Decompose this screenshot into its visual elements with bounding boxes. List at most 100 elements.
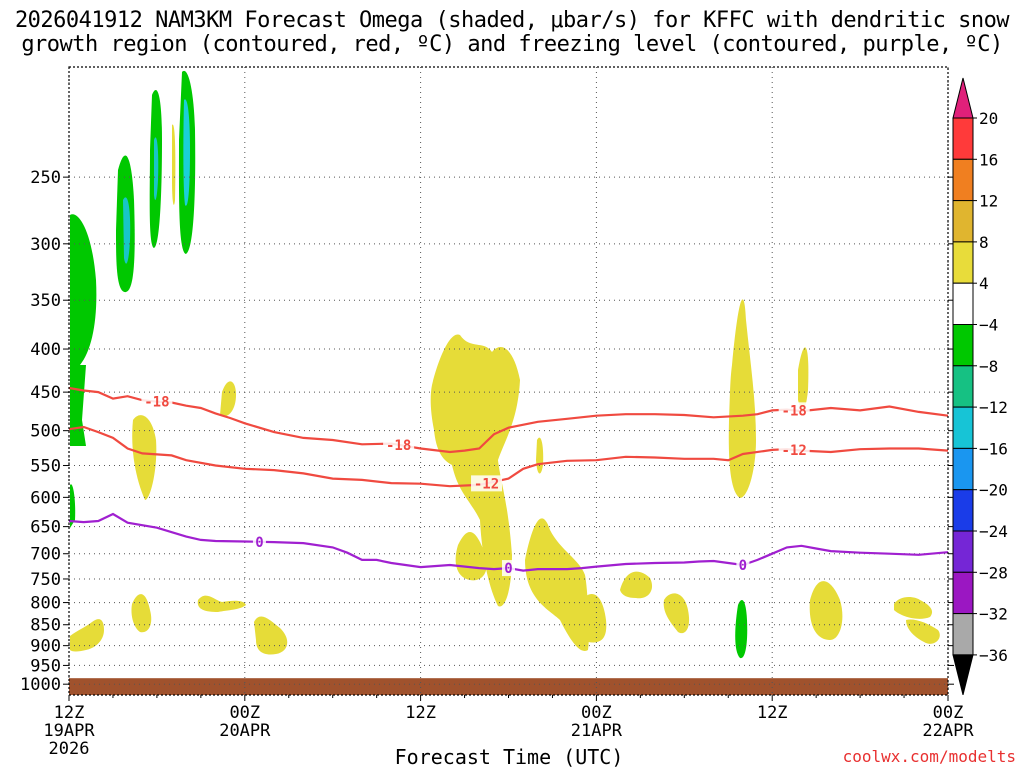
- y-tick-label-350: 350: [30, 291, 61, 311]
- colorbar-label-6: −8: [979, 357, 998, 376]
- descent-region-14: [906, 619, 940, 644]
- colorbar-swatch-0: [952, 117, 974, 160]
- credit-text: coolwx.com/modelts: [843, 747, 1016, 766]
- y-tick-label-400: 400: [30, 340, 61, 360]
- colorbar-swatch-11: [952, 571, 974, 615]
- x-tick-label-5-1: 00Z: [933, 703, 964, 723]
- ascent-region-a: [70, 214, 97, 385]
- y-tick-label-900: 900: [30, 637, 61, 657]
- ground-below-surface: [69, 678, 948, 695]
- colorbar-swatch-7: [952, 406, 974, 449]
- colorbar-swatch-5: [952, 324, 974, 367]
- ascent-region-f: [70, 484, 76, 528]
- y-tick-label-1000: 1000: [20, 675, 61, 695]
- colorbar-label-11: −28: [979, 563, 1008, 582]
- y-tick-label-550: 550: [30, 457, 61, 477]
- chart-title-line-1: 2026041912 NAM3KM Forecast Omega (shaded…: [14, 8, 1010, 33]
- colorbar-label-5: −4: [979, 316, 998, 335]
- contour-label-bg-2-1: [502, 560, 515, 577]
- contour-label-0-2: -18: [782, 403, 807, 419]
- y-tick-label-650: 650: [30, 518, 61, 538]
- ascent-core-c: [123, 197, 131, 264]
- descent-region-8: [620, 571, 653, 599]
- contour-label-2-1: 0: [504, 561, 512, 577]
- colorbar-label-12: −32: [979, 605, 1008, 624]
- descent-region-15: [197, 595, 246, 612]
- descent-region-13: [894, 597, 933, 619]
- contour-label-bg-1-0: [471, 475, 503, 492]
- y-tick-label-700: 700: [30, 545, 61, 565]
- descent-region-9: [663, 593, 690, 634]
- x-tick-label-3-2: 21APR: [571, 721, 623, 741]
- colorbar-swatch-4: [952, 282, 974, 326]
- colorbar-bottom-arrow: [952, 654, 974, 696]
- y-tick-label-450: 450: [30, 383, 61, 403]
- contour-label-0-0: -18: [144, 395, 169, 411]
- contour-label-bg-2-2: [736, 557, 750, 574]
- descent-region-6: [536, 437, 544, 474]
- y-tick-label-950: 950: [30, 656, 61, 676]
- chart-title-line-2: growth region (contoured, red, ºC) and f…: [21, 32, 1003, 57]
- colorbar-label-1: 16: [979, 150, 998, 169]
- x-axis-label: Forecast Time (UTC): [395, 745, 624, 768]
- descent-region-16: [254, 616, 288, 655]
- contour-label-2-0: 0: [255, 535, 263, 551]
- colorbar-label-9: −20: [979, 481, 1008, 500]
- y-tick-label-300: 300: [30, 235, 61, 255]
- contour-label-bg-0-1: [383, 436, 415, 453]
- colorbar-swatch-10: [952, 530, 974, 573]
- contour-label-bg-0-2: [778, 402, 810, 419]
- colorbar-swatch-12: [952, 613, 974, 656]
- colorbar-label-3: 8: [979, 233, 989, 252]
- x-tick-label-1-1: 00Z: [229, 703, 260, 723]
- x-tick-label-3-1: 00Z: [581, 703, 612, 723]
- contour-1: [68, 425, 949, 488]
- x-tick-label-5-2: 22APR: [922, 721, 974, 741]
- descent-region-17: [131, 594, 152, 633]
- descent-region-12: [809, 581, 843, 640]
- ascent-core-e: [183, 99, 190, 206]
- contour-label-bg-0-0: [141, 393, 173, 410]
- colorbar-label-8: −16: [979, 439, 1008, 458]
- colorbar-swatch-2: [952, 200, 974, 243]
- y-tick-label-600: 600: [30, 488, 61, 508]
- y-tick-label-850: 850: [30, 616, 61, 636]
- descent-region-2: [220, 381, 236, 417]
- x-tick-label-0-2: 19APR: [43, 721, 95, 741]
- colorbar-label-13: −36: [979, 646, 1008, 665]
- contour-2: [68, 512, 949, 572]
- descent-region-1: [132, 415, 157, 500]
- colorbar-label-4: 4: [979, 274, 989, 293]
- x-tick-label-0-1: 12Z: [54, 703, 85, 723]
- contour-label-2-2: 0: [739, 558, 747, 574]
- colorbar-swatch-9: [952, 489, 974, 532]
- colorbar-swatch-1: [952, 158, 974, 202]
- descent-region-5: [525, 518, 589, 651]
- y-tick-label-500: 500: [30, 422, 61, 442]
- colorbar-top-arrow: [952, 77, 974, 119]
- x-tick-label-1-2: 20APR: [219, 721, 271, 741]
- x-tick-label-0-3: 2026: [49, 739, 90, 759]
- colorbar-label-7: −12: [979, 398, 1008, 417]
- x-tick-label-4-1: 12Z: [757, 703, 788, 723]
- contour-label-bg-1-1: [778, 441, 810, 458]
- colorbar-swatch-8: [952, 447, 974, 491]
- colorbar-label-2: 12: [979, 192, 998, 211]
- descent-sliver-e: [172, 124, 176, 205]
- x-tick-label-2-1: 12Z: [405, 703, 436, 723]
- ascent-region-g: [735, 600, 748, 659]
- plot-frame: [68, 66, 949, 696]
- descent-region-10: [728, 299, 756, 498]
- contour-label-1-1: -12: [782, 443, 807, 459]
- colorbar-swatch-6: [952, 365, 974, 408]
- ascent-core-d: [154, 137, 159, 200]
- contour-label-1-0: -12: [474, 476, 499, 492]
- colorbar-label-10: −24: [979, 522, 1008, 541]
- ascent-region-b: [70, 365, 86, 446]
- descent-region-18: [70, 619, 104, 652]
- y-tick-label-750: 750: [30, 570, 61, 590]
- descent-region-3: [430, 334, 520, 607]
- contour-label-0-1: -18: [386, 438, 411, 454]
- descent-region-7: [580, 594, 607, 643]
